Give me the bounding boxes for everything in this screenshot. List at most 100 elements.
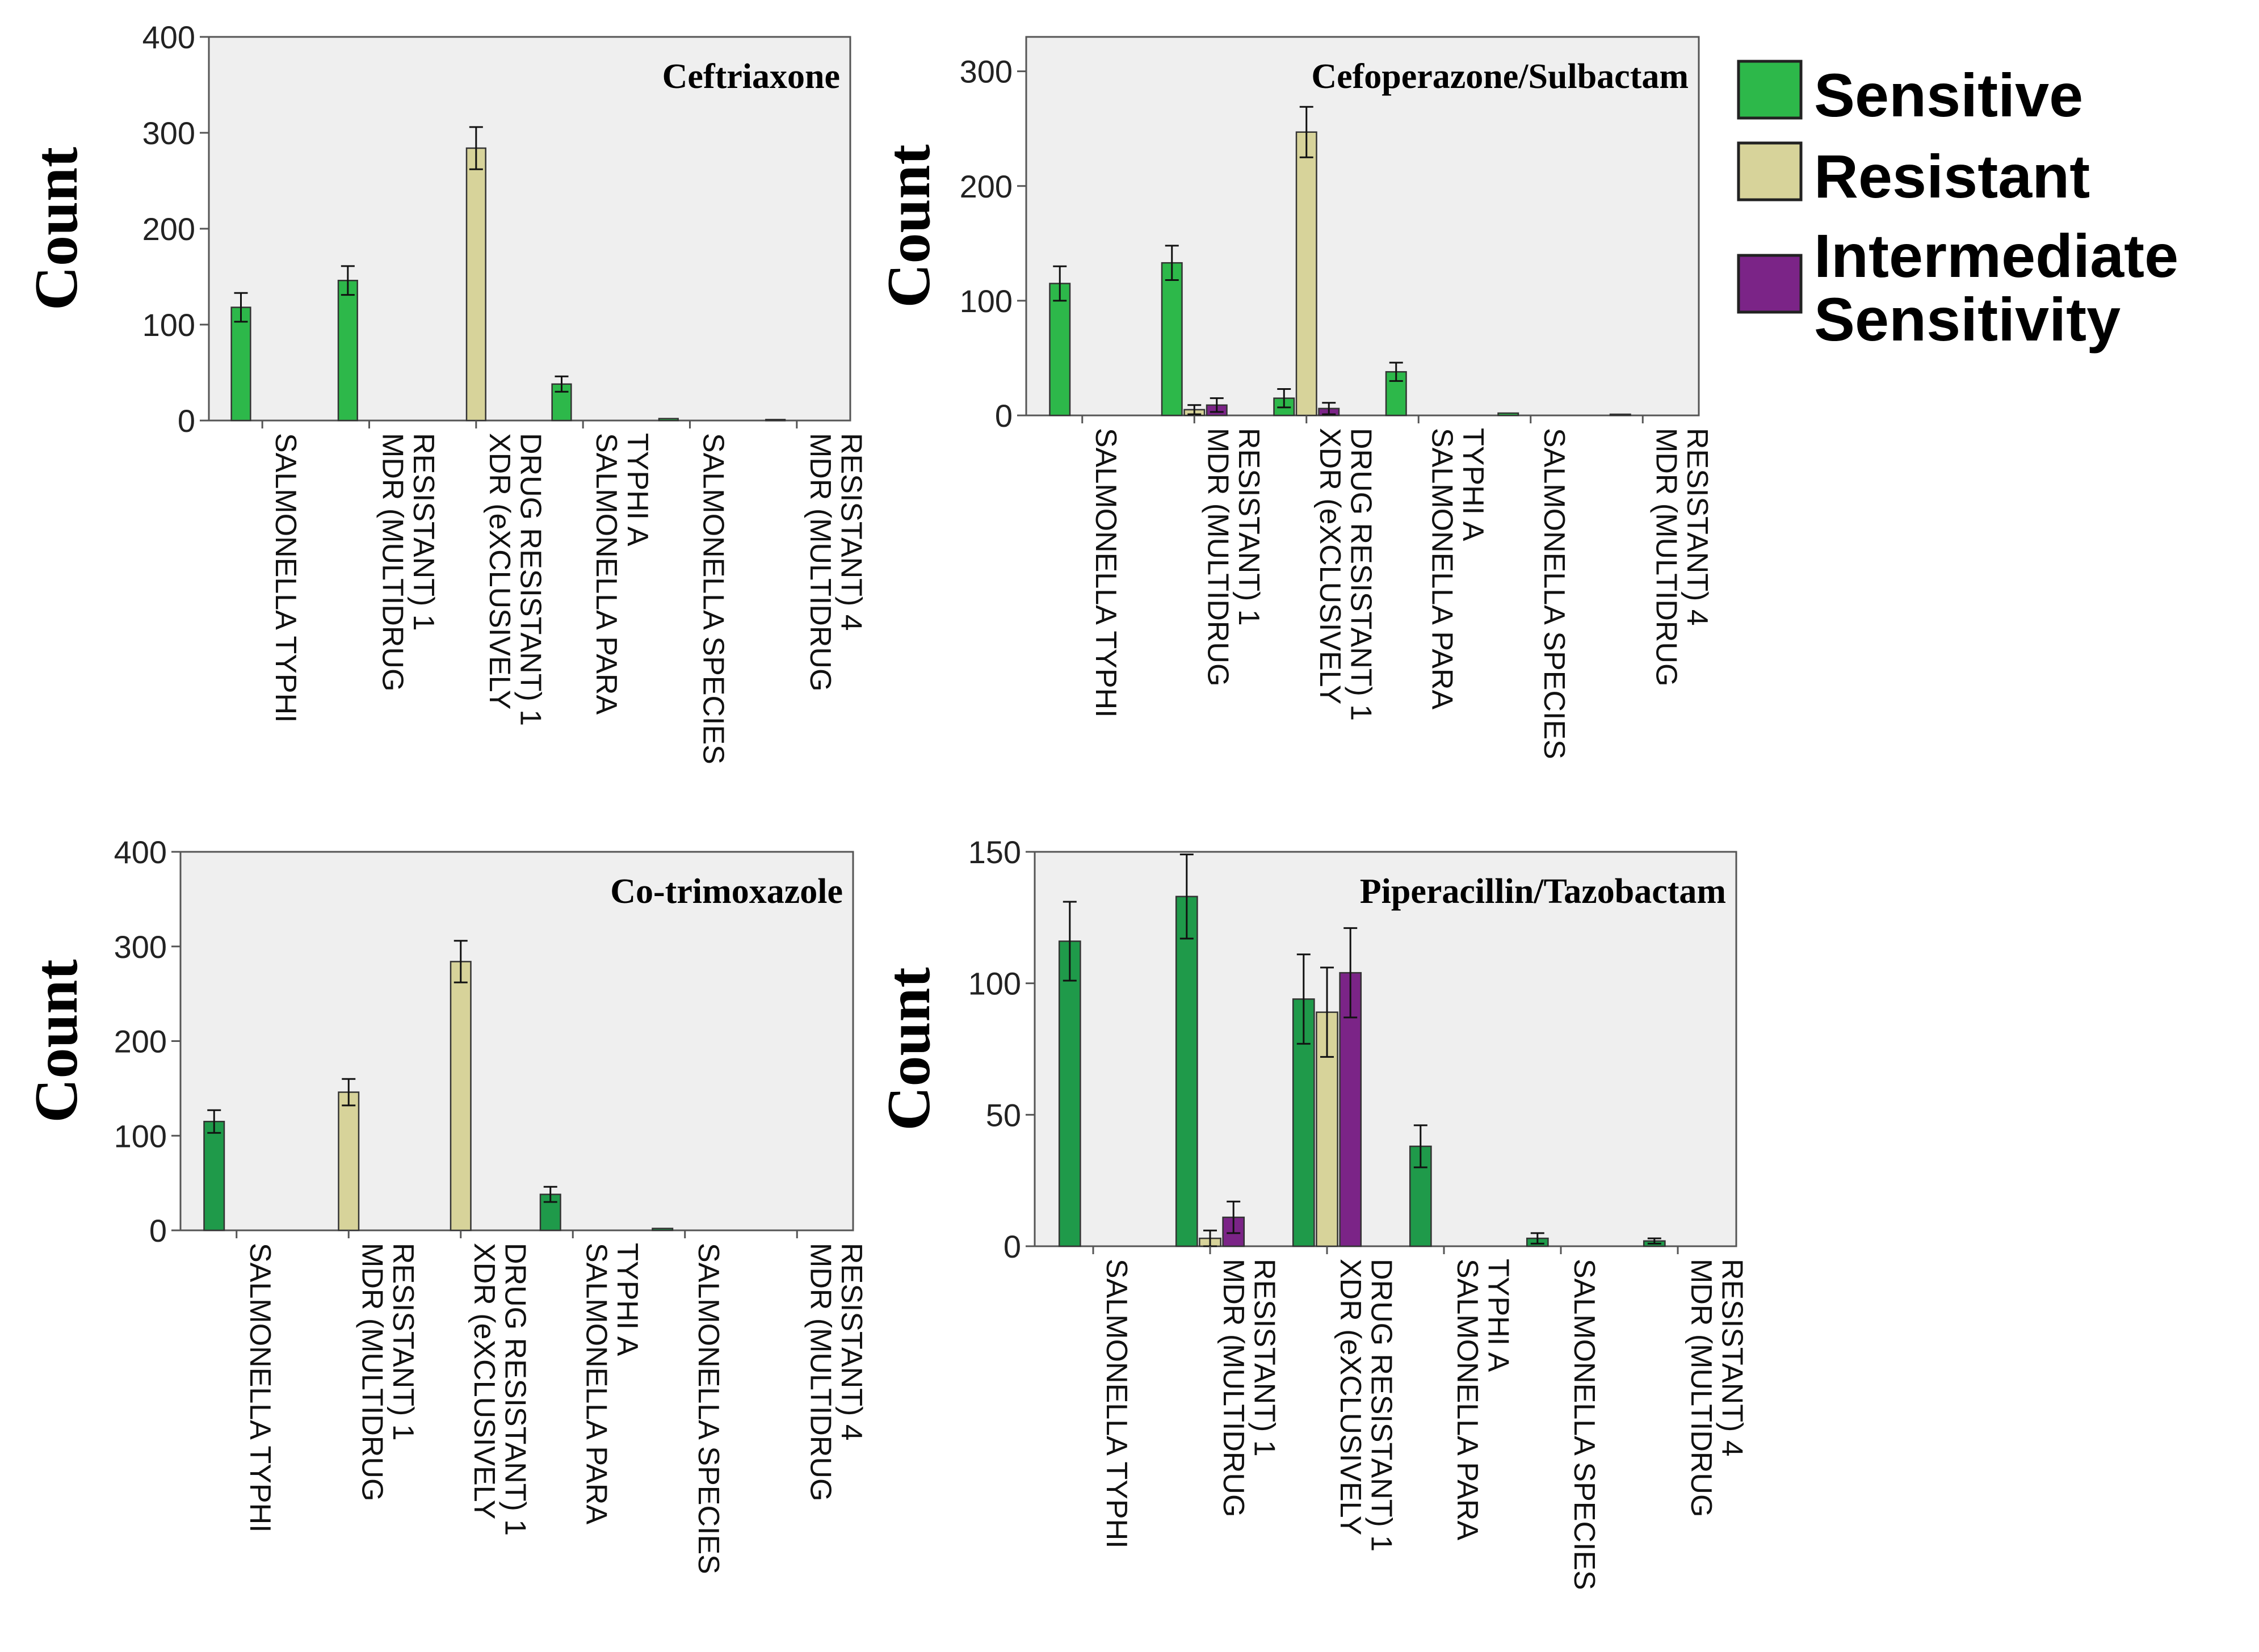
category-label-line: SALMONELLA TYPHI	[243, 1243, 276, 1533]
y-axis-label: Count	[875, 967, 943, 1130]
category-label-line: RESISTANT) 1	[387, 1243, 419, 1441]
category-label-line: SALMONELLA TYPHI	[269, 433, 302, 723]
y-axis-label: Count	[23, 959, 90, 1123]
category-label-line: SALMONELLA SPECIES	[1538, 428, 1571, 759]
y-tick-label: 0	[995, 398, 1013, 434]
legend-label: Sensitive	[1814, 61, 2083, 129]
category-label-line: SALMONELLA PARA	[1451, 1259, 1484, 1540]
category-label: SALMONELLA TYPHI	[1089, 428, 1122, 718]
y-tick-label: 100	[114, 1118, 167, 1154]
category-label: MDR (MULTIDRUGRESISTANT) 1	[376, 433, 440, 691]
category-label-line: MDR (MULTIDRUG	[804, 1243, 837, 1501]
chart-panel: Piperacillin/Tazobactam Count 0 50 100 150 SAL…	[875, 834, 1749, 1590]
legend-swatch	[1737, 60, 1803, 120]
y-axis-label: Count	[23, 147, 90, 310]
category-label-line: XDR (eXCLUSIVELY	[483, 433, 516, 709]
category-label-line: XDR (eXCLUSIVELY	[468, 1243, 501, 1519]
category-label: SALMONELLA SPECIES	[1538, 428, 1571, 759]
category-label: SALMONELLA PARATYPHI A	[580, 1243, 644, 1524]
category-label: MDR (MULTIDRUGRESISTANT) 4	[1649, 428, 1714, 686]
chart-panel: Ceftriaxone Count 0 100 200 300 400 SALMONELLA …	[23, 19, 868, 764]
chart-title: Co-trimoxazole	[610, 872, 843, 911]
category-label-line: RESISTANT) 1	[1248, 1259, 1281, 1457]
category-label-line: RESISTANT) 4	[1716, 1259, 1749, 1457]
category-label-line: DRUG RESISTANT) 1	[514, 433, 547, 726]
category-label: SALMONELLA TYPHI	[243, 1243, 276, 1533]
category-label-line: SALMONELLA SPECIES	[697, 433, 730, 764]
category-label-line: TYPHI A	[611, 1243, 644, 1356]
y-tick-label: 100	[142, 307, 195, 343]
category-label: MDR (MULTIDRUGRESISTANT) 1	[1217, 1259, 1281, 1517]
y-tick-label: 300	[142, 115, 195, 151]
bar	[450, 961, 472, 1231]
category-label-line: TYPHI A	[621, 433, 654, 547]
chart-title: Cefoperazone/Sulbactam	[1311, 57, 1689, 96]
chart-panel: Co-trimoxazole Count 0 100 200 300 400 SALMONEL…	[23, 834, 868, 1574]
y-tick-label: 200	[960, 169, 1013, 204]
bar	[1609, 413, 1631, 417]
category-label: SALMONELLA TYPHI	[269, 433, 302, 723]
y-tick-label: 150	[968, 834, 1021, 870]
category-label-line: DRUG RESISTANT) 1	[498, 1243, 531, 1536]
bar	[658, 418, 679, 422]
category-label-line: RESISTANT) 1	[1232, 428, 1265, 626]
bar	[765, 419, 786, 422]
plot-area	[208, 36, 851, 422]
category-label-line: XDR (eXCLUSIVELY	[1334, 1259, 1367, 1535]
plot-area	[1025, 36, 1700, 417]
bar	[1497, 412, 1519, 417]
category-label-line: DRUG RESISTANT) 1	[1344, 428, 1377, 721]
y-tick-label: 100	[968, 966, 1021, 1002]
y-tick-label: 0	[178, 403, 195, 439]
bar	[1049, 283, 1071, 417]
category-label: MDR (MULTIDRUGRESISTANT) 1	[1201, 428, 1265, 686]
category-label: SALMONELLA PARATYPHI A	[590, 433, 654, 714]
bar	[465, 147, 486, 422]
category-label-line: SALMONELLA SPECIES	[1568, 1259, 1601, 1590]
chart-panel: Cefoperazone/Sulbactam Count 0 100 200 300 SAL…	[875, 36, 1714, 759]
y-tick-label: 100	[960, 283, 1013, 319]
y-tick-label: 50	[986, 1097, 1021, 1133]
category-label: XDR (eXCLUSIVELYDRUG RESISTANT) 1	[1313, 428, 1378, 721]
category-label-line: TYPHI A	[1456, 428, 1489, 541]
y-tick-label: 200	[114, 1024, 167, 1060]
plot-area	[179, 851, 854, 1231]
category-label-line: TYPHI A	[1482, 1259, 1515, 1372]
category-label-line: SALMONELLA TYPHI	[1100, 1259, 1133, 1549]
category-label-line: MDR (MULTIDRUG	[1217, 1259, 1250, 1517]
category-label: SALMONELLA PARATYPHI A	[1451, 1259, 1515, 1540]
legend-label: Sensitivity	[1814, 285, 2121, 354]
category-label: XDR (eXCLUSIVELYDRUG RESISTANT) 1	[483, 433, 547, 726]
category-label: SALMONELLA SPECIES	[1568, 1259, 1601, 1590]
legend-swatch	[1737, 254, 1803, 314]
category-label: MDR (MULTIDRUGRESISTANT) 4	[804, 1243, 868, 1501]
legend-label: Intermediate	[1814, 221, 2178, 290]
category-label-line: MDR (MULTIDRUG	[1201, 428, 1234, 686]
bar	[1058, 940, 1081, 1247]
bar	[1161, 262, 1183, 417]
category-label-line: RESISTANT) 1	[407, 433, 440, 631]
legend-label: Resistant	[1814, 142, 2090, 211]
category-label: SALMONELLA SPECIES	[697, 433, 730, 764]
category-label-line: MDR (MULTIDRUG	[376, 433, 409, 691]
category-label-line: MDR (MULTIDRUG	[1649, 428, 1682, 686]
plot-area	[1034, 851, 1737, 1247]
category-label-line: MDR (MULTIDRUG	[355, 1243, 388, 1501]
category-label: SALMONELLA SPECIES	[692, 1243, 725, 1574]
category-label-line: RESISTANT) 4	[835, 1243, 868, 1441]
category-label-line: SALMONELLA PARA	[1425, 428, 1458, 709]
category-label-line: SALMONELLA PARA	[580, 1243, 612, 1524]
category-label: SALMONELLA PARATYPHI A	[1425, 428, 1489, 709]
legend: Sensitive Resistant IntermediateSensitivit…	[1737, 60, 2178, 354]
chart-title: Piperacillin/Tazobactam	[1360, 872, 1726, 911]
category-label-line: DRUG RESISTANT) 1	[1365, 1259, 1398, 1552]
category-label: MDR (MULTIDRUGRESISTANT) 1	[355, 1243, 419, 1501]
category-label-line: RESISTANT) 4	[834, 433, 867, 631]
bar	[1295, 131, 1317, 417]
y-tick-label: 0	[1003, 1229, 1021, 1264]
category-label: MDR (MULTIDRUGRESISTANT) 4	[804, 433, 868, 691]
category-label-line: SALMONELLA TYPHI	[1089, 428, 1122, 718]
category-label-line: MDR (MULTIDRUG	[1685, 1259, 1718, 1517]
category-label: XDR (eXCLUSIVELYDRUG RESISTANT) 1	[468, 1243, 532, 1536]
